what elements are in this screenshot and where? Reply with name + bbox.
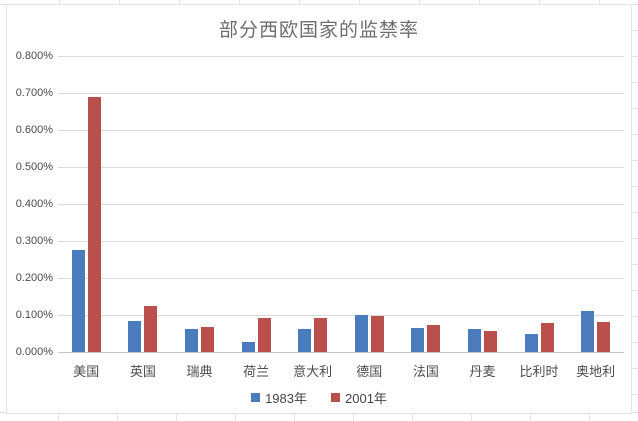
bar-1983年-英国[interactable] — [128, 320, 142, 352]
bar-2001年-丹麦[interactable] — [483, 330, 497, 352]
bar-2001年-意大利[interactable] — [314, 317, 328, 352]
x-axis-labels: 美国 英国 瑞典 荷兰 意大利 德国 法国 丹麦 比利时 奥地利 — [58, 363, 624, 380]
bar-group-意大利 — [284, 56, 341, 352]
y-tick-label: 0.600% — [15, 124, 53, 136]
bar-2001年-比利时[interactable] — [540, 322, 554, 352]
x-axis-line — [58, 352, 624, 353]
bar-group-法国 — [398, 56, 455, 352]
bar-group-瑞典 — [171, 56, 228, 352]
y-tick-label: 0.000% — [15, 346, 53, 358]
bar-1983年-美国[interactable] — [71, 250, 85, 352]
gridline — [58, 130, 624, 131]
bar-groups — [58, 56, 624, 352]
chart-area: 部分西欧国家的监禁率 0.800% 0.700% 0.600% 0.500% 0.400… — [6, 4, 632, 414]
x-tick-label-德国: 德国 — [356, 364, 383, 379]
legend-label: 2001年 — [345, 391, 387, 406]
y-tick-label: 0.500% — [15, 161, 53, 173]
x-tick-label-荷兰: 荷兰 — [243, 364, 270, 379]
x-tick-label-瑞典: 瑞典 — [186, 364, 213, 379]
x-tick-label-比利时: 比利时 — [519, 364, 559, 379]
bar-group-丹麦 — [454, 56, 511, 352]
bar-1983年-瑞典[interactable] — [184, 328, 198, 352]
legend-swatch-icon — [251, 393, 261, 402]
bar-2001年-法国[interactable] — [427, 324, 441, 352]
y-tick-label: 0.400% — [15, 198, 53, 210]
legend: 1983年 2001年 — [7, 388, 631, 407]
bar-1983年-德国[interactable] — [354, 314, 368, 352]
bar-1983年-丹麦[interactable] — [467, 329, 481, 352]
x-tick-label-法国: 法国 — [412, 364, 439, 379]
gridline — [58, 278, 624, 279]
bar-2001年-荷兰[interactable] — [257, 317, 271, 352]
bar-2001年-奥地利[interactable] — [597, 321, 611, 352]
x-tick-label-丹麦: 丹麦 — [469, 364, 496, 379]
bar-group-比利时 — [511, 56, 568, 352]
legend-item-1983年[interactable]: 1983年 — [251, 388, 307, 407]
bar-1983年-奥地利[interactable] — [581, 311, 595, 352]
gridline — [58, 241, 624, 242]
bar-group-美国 — [58, 56, 115, 352]
spreadsheet-cell-gridlines-right — [632, 5, 638, 412]
bar-group-奥地利 — [567, 56, 624, 352]
plot-area — [58, 56, 624, 353]
legend-swatch-icon — [331, 393, 340, 402]
x-tick-label-奥地利: 奥地利 — [576, 364, 616, 379]
bar-group-德国 — [341, 56, 398, 352]
bar-2001年-美国[interactable] — [87, 97, 101, 352]
gridline — [58, 167, 624, 168]
y-tick-label: 0.200% — [15, 272, 53, 284]
gridline — [58, 93, 624, 94]
bar-2001年-英国[interactable] — [144, 305, 158, 352]
spreadsheet-cell-gridlines-top — [0, 0, 638, 4]
y-tick-label: 0.300% — [15, 235, 53, 247]
y-tick-label: 0.700% — [15, 87, 53, 99]
legend-item-2001年[interactable]: 2001年 — [331, 388, 387, 407]
bar-group-英国 — [115, 56, 172, 352]
y-axis-labels: 0.800% 0.700% 0.600% 0.500% 0.400% 0.300% 0.20… — [9, 50, 53, 358]
gridline — [58, 315, 624, 316]
bar-group-荷兰 — [228, 56, 285, 352]
chart-title: 部分西欧国家的监禁率 — [218, 20, 419, 41]
legend-label: 1983年 — [265, 391, 307, 406]
x-tick-label-英国: 英国 — [129, 364, 156, 379]
x-tick-label-意大利: 意大利 — [293, 364, 333, 379]
y-tick-label: 0.100% — [15, 309, 53, 321]
bar-2001年-瑞典[interactable] — [200, 327, 214, 352]
spreadsheet-cell-gridlines-bottom — [0, 413, 638, 421]
bar-2001年-德国[interactable] — [370, 316, 384, 352]
gridline — [58, 56, 624, 57]
bar-1983年-法国[interactable] — [411, 327, 425, 352]
y-tick-label: 0.800% — [15, 50, 53, 62]
x-tick-label-美国: 美国 — [73, 364, 100, 379]
bar-1983年-意大利[interactable] — [298, 328, 312, 352]
gridline — [58, 204, 624, 205]
bar-1983年-比利时[interactable] — [524, 333, 538, 352]
bar-1983年-荷兰[interactable] — [241, 342, 255, 352]
